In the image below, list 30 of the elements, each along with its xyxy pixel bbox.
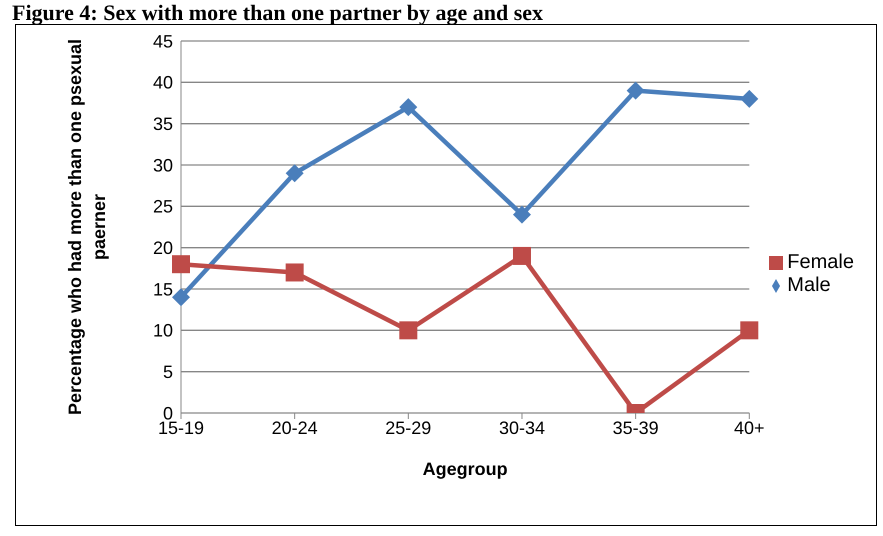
y-tick-label: 10 — [152, 320, 173, 341]
y-tick-label: 45 — [152, 31, 173, 52]
point — [172, 288, 190, 306]
y-tick-label: 25 — [152, 196, 173, 217]
y-tick-label: 20 — [152, 238, 173, 258]
point — [172, 255, 190, 274]
legend-label: Male — [787, 274, 831, 296]
point — [512, 246, 531, 265]
y-tick-label: 35 — [152, 114, 173, 134]
legend-label: Female — [787, 251, 854, 273]
point — [626, 82, 645, 100]
y-axis-title: Percentage who had more than one psexual paerner — [65, 38, 109, 416]
y-tick-label: 30 — [152, 155, 173, 176]
x-tick-label: 20-24 — [272, 418, 318, 438]
point — [286, 164, 304, 182]
x-axis-title: Agegroup — [422, 459, 508, 479]
x-tick-label: 30-34 — [498, 418, 545, 438]
x-tick-label: 25-29 — [385, 418, 432, 438]
y-tick-label: 5 — [162, 362, 173, 382]
x-tick-label: 35-39 — [612, 418, 659, 438]
y-tick-label: 40 — [152, 72, 173, 93]
y-tick-label: 15 — [152, 279, 173, 300]
point — [740, 321, 758, 340]
x-tick-label: 40+ — [734, 418, 765, 438]
point — [286, 263, 304, 282]
point — [399, 98, 418, 116]
point — [399, 321, 418, 340]
point — [512, 206, 531, 224]
chart-title: Figure 4: Sex with more than one partner by age and sex — [11, 0, 544, 25]
point — [740, 90, 758, 108]
